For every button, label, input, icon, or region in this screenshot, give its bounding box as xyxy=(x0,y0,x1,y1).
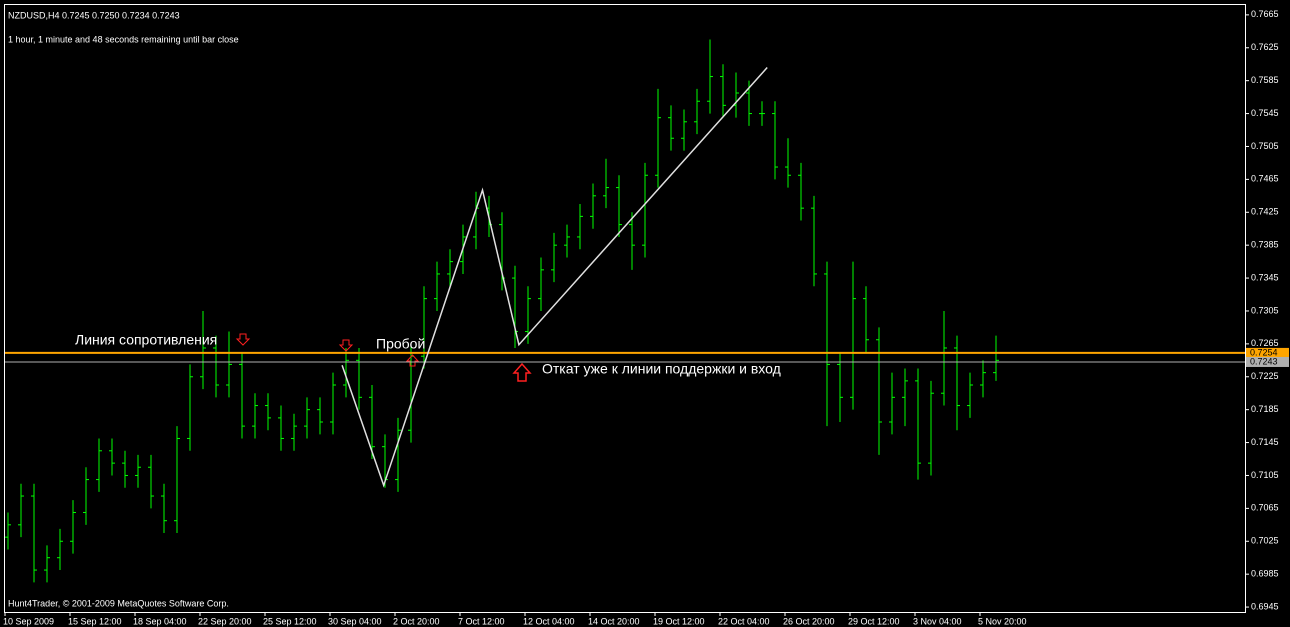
annotation: Линия сопротивления xyxy=(75,332,217,348)
price-level-label: 0.7243 xyxy=(1250,356,1278,366)
price-level-box xyxy=(1246,356,1289,367)
y-tick-label: 0.7105 xyxy=(1251,470,1279,480)
x-tick-label: 26 Oct 20:00 xyxy=(783,616,835,626)
y-tick-label: 0.6985 xyxy=(1251,569,1279,579)
y-tick-label: 0.7625 xyxy=(1251,42,1279,52)
x-tick-label: 5 Nov 20:00 xyxy=(978,616,1027,626)
buy-arrow xyxy=(512,362,532,382)
y-tick-label: 0.7305 xyxy=(1251,305,1279,315)
symbol-line: NZDUSD,H4 0.7245 0.7250 0.7234 0.7243 xyxy=(8,10,180,20)
y-tick-label: 0.7505 xyxy=(1251,141,1279,151)
x-tick-label: 29 Oct 12:00 xyxy=(848,616,900,626)
x-tick-label: 14 Oct 20:00 xyxy=(588,616,640,626)
x-tick-label: 22 Sep 20:00 xyxy=(198,616,252,626)
x-tick-label: 15 Sep 12:00 xyxy=(68,616,122,626)
x-tick-label: 7 Oct 12:00 xyxy=(458,616,505,626)
buy-arrow-small xyxy=(405,354,420,367)
y-tick-label: 0.7265 xyxy=(1251,338,1279,348)
price-level-box xyxy=(1246,347,1289,358)
y-tick-label: 0.7585 xyxy=(1251,75,1279,85)
y-tick-label: 0.7185 xyxy=(1251,404,1279,414)
annotation: Пробой xyxy=(376,336,425,352)
y-tick-label: 0.7425 xyxy=(1251,207,1279,217)
y-tick-label: 0.7465 xyxy=(1251,174,1279,184)
sell-arrow xyxy=(235,333,251,346)
y-tick-label: 0.7665 xyxy=(1251,9,1279,19)
trend-line xyxy=(341,67,768,488)
sell-arrow xyxy=(338,339,354,352)
x-tick-label: 19 Oct 12:00 xyxy=(653,616,705,626)
x-tick-label: 25 Sep 12:00 xyxy=(263,616,317,626)
copyright: Hunt4Trader, © 2001-2009 MetaQuotes Soft… xyxy=(8,598,229,608)
y-tick-label: 0.7225 xyxy=(1251,371,1279,381)
x-tick-label: 10 Sep 2009 xyxy=(3,616,54,626)
price-level-label: 0.7254 xyxy=(1250,347,1278,357)
x-tick-label: 12 Oct 04:00 xyxy=(523,616,575,626)
x-tick-label: 18 Sep 04:00 xyxy=(133,616,187,626)
y-tick-label: 0.7065 xyxy=(1251,503,1279,513)
x-tick-label: 2 Oct 20:00 xyxy=(393,616,440,626)
y-tick-label: 0.7025 xyxy=(1251,536,1279,546)
x-tick-label: 3 Nov 04:00 xyxy=(913,616,962,626)
y-tick-label: 0.6945 xyxy=(1251,601,1279,611)
annotation: Откат уже к линии поддержки и вход xyxy=(542,361,781,377)
x-tick-label: 30 Sep 04:00 xyxy=(328,616,382,626)
plot-frame xyxy=(4,4,1246,613)
y-tick-label: 0.7385 xyxy=(1251,240,1279,250)
bar-timer: 1 hour, 1 minute and 48 seconds remainin… xyxy=(8,34,239,44)
y-tick-label: 0.7545 xyxy=(1251,108,1279,118)
y-tick-label: 0.7145 xyxy=(1251,437,1279,447)
x-tick-label: 22 Oct 04:00 xyxy=(718,616,770,626)
y-tick-label: 0.7345 xyxy=(1251,272,1279,282)
